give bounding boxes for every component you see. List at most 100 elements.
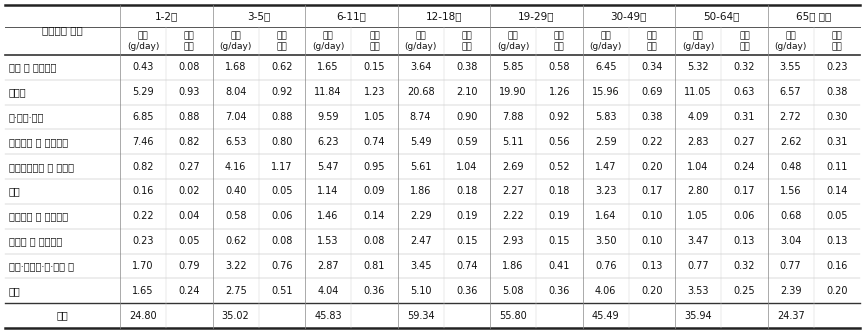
Text: 0.79: 0.79 <box>179 261 200 271</box>
Text: 0.11: 0.11 <box>826 162 848 172</box>
Text: 아이스크림류 및 빙과류: 아이스크림류 및 빙과류 <box>9 162 74 172</box>
Text: 6.23: 6.23 <box>317 137 339 147</box>
Text: 0.36: 0.36 <box>548 286 570 296</box>
Text: 1.17: 1.17 <box>271 162 292 172</box>
Text: 7.88: 7.88 <box>503 112 524 122</box>
Text: 9.59: 9.59 <box>317 112 339 122</box>
Text: 0.15: 0.15 <box>548 236 570 246</box>
Text: 2.59: 2.59 <box>595 137 617 147</box>
Text: 0.58: 0.58 <box>225 211 247 221</box>
Text: 0.77: 0.77 <box>688 261 709 271</box>
Text: 15.96: 15.96 <box>592 87 619 97</box>
Text: 0.88: 0.88 <box>272 112 292 122</box>
Text: 1.26: 1.26 <box>548 87 570 97</box>
Text: 표준
오차: 표준 오차 <box>462 31 472 51</box>
Text: 0.32: 0.32 <box>734 62 755 72</box>
Text: 0.36: 0.36 <box>363 286 385 296</box>
Text: 0.20: 0.20 <box>826 286 848 296</box>
Text: 0.06: 0.06 <box>734 211 755 221</box>
Text: 0.43: 0.43 <box>132 62 154 72</box>
Text: 캔디·초콜릿·껌·젤류 등: 캔디·초콜릿·껌·젤류 등 <box>9 261 74 271</box>
Text: 0.15: 0.15 <box>456 236 477 246</box>
Text: 0.14: 0.14 <box>826 186 848 196</box>
Text: 65세 이상: 65세 이상 <box>796 11 831 21</box>
Text: 1.70: 1.70 <box>132 261 154 271</box>
Text: 1.46: 1.46 <box>317 211 339 221</box>
Text: 2.75: 2.75 <box>225 286 247 296</box>
Text: 0.95: 0.95 <box>363 162 385 172</box>
Text: 0.34: 0.34 <box>641 62 663 72</box>
Text: 0.16: 0.16 <box>826 261 848 271</box>
Text: 표준
오차: 표준 오차 <box>369 31 380 51</box>
Text: 0.56: 0.56 <box>548 137 570 147</box>
Text: 1.53: 1.53 <box>317 236 339 246</box>
Text: 0.74: 0.74 <box>363 137 385 147</box>
Text: 0.16: 0.16 <box>132 186 154 196</box>
Text: 기타: 기타 <box>9 286 21 296</box>
Text: 0.19: 0.19 <box>548 211 570 221</box>
Text: 0.31: 0.31 <box>734 112 755 122</box>
Text: 0.18: 0.18 <box>548 186 570 196</box>
Text: 0.13: 0.13 <box>826 236 848 246</box>
Text: 0.48: 0.48 <box>780 162 801 172</box>
Text: 1.47: 1.47 <box>595 162 617 172</box>
Text: 0.13: 0.13 <box>734 236 755 246</box>
Text: 0.58: 0.58 <box>548 62 570 72</box>
Text: 8.04: 8.04 <box>225 87 247 97</box>
Text: 3.22: 3.22 <box>225 261 247 271</box>
Text: 0.23: 0.23 <box>132 236 154 246</box>
Text: 6.85: 6.85 <box>132 112 154 122</box>
Text: 1.86: 1.86 <box>503 261 524 271</box>
Text: 5.10: 5.10 <box>410 286 432 296</box>
Text: 가공유류 및 발효유류: 가공유류 및 발효유류 <box>9 137 68 147</box>
Text: 0.17: 0.17 <box>641 186 663 196</box>
Text: 2.72: 2.72 <box>779 112 802 122</box>
Text: 1.65: 1.65 <box>132 286 154 296</box>
Text: 평균
(g/day): 평균 (g/day) <box>405 31 437 51</box>
Text: 4.16: 4.16 <box>225 162 247 172</box>
Text: 0.10: 0.10 <box>641 236 663 246</box>
Text: 2.27: 2.27 <box>503 186 524 196</box>
Text: 0.05: 0.05 <box>826 211 848 221</box>
Text: 59.34: 59.34 <box>407 311 434 321</box>
Text: 0.27: 0.27 <box>734 137 755 147</box>
Text: 설탕 및 기타당류: 설탕 및 기타당류 <box>9 62 56 72</box>
Text: 0.04: 0.04 <box>179 211 200 221</box>
Text: 0.32: 0.32 <box>734 261 755 271</box>
Text: 평균
(g/day): 평균 (g/day) <box>312 31 344 51</box>
Text: 0.36: 0.36 <box>456 286 477 296</box>
Text: 30-49세: 30-49세 <box>611 11 647 21</box>
Text: 5.47: 5.47 <box>317 162 339 172</box>
Text: 19.90: 19.90 <box>499 87 527 97</box>
Text: 1.56: 1.56 <box>780 186 801 196</box>
Text: 0.80: 0.80 <box>272 137 292 147</box>
Text: 1.04: 1.04 <box>688 162 708 172</box>
Text: 0.90: 0.90 <box>456 112 477 122</box>
Text: 0.14: 0.14 <box>363 211 385 221</box>
Text: 2.47: 2.47 <box>410 236 432 246</box>
Text: 표준
오차: 표준 오차 <box>184 31 195 51</box>
Text: 4.06: 4.06 <box>595 286 616 296</box>
Text: 총계: 총계 <box>56 311 68 321</box>
Text: 0.27: 0.27 <box>178 162 200 172</box>
Text: 0.20: 0.20 <box>641 162 663 172</box>
Text: 0.81: 0.81 <box>363 261 385 271</box>
Text: 3.23: 3.23 <box>595 186 617 196</box>
Text: 0.10: 0.10 <box>641 211 663 221</box>
Text: 0.15: 0.15 <box>363 62 385 72</box>
Text: 11.84: 11.84 <box>314 87 342 97</box>
Text: 0.82: 0.82 <box>132 162 154 172</box>
Text: 3.45: 3.45 <box>410 261 432 271</box>
Text: 0.13: 0.13 <box>641 261 663 271</box>
Text: 7.46: 7.46 <box>132 137 154 147</box>
Text: 장류: 장류 <box>9 186 21 196</box>
Text: 0.17: 0.17 <box>734 186 755 196</box>
Text: 0.22: 0.22 <box>132 211 154 221</box>
Text: 평균
(g/day): 평균 (g/day) <box>497 31 529 51</box>
Text: 4.04: 4.04 <box>317 286 339 296</box>
Text: 12-18세: 12-18세 <box>426 11 462 21</box>
Text: 6.57: 6.57 <box>780 87 802 97</box>
Text: 빵·과자·떡류: 빵·과자·떡류 <box>9 112 44 122</box>
Text: 6.45: 6.45 <box>595 62 617 72</box>
Text: 1-2세: 1-2세 <box>155 11 178 21</box>
